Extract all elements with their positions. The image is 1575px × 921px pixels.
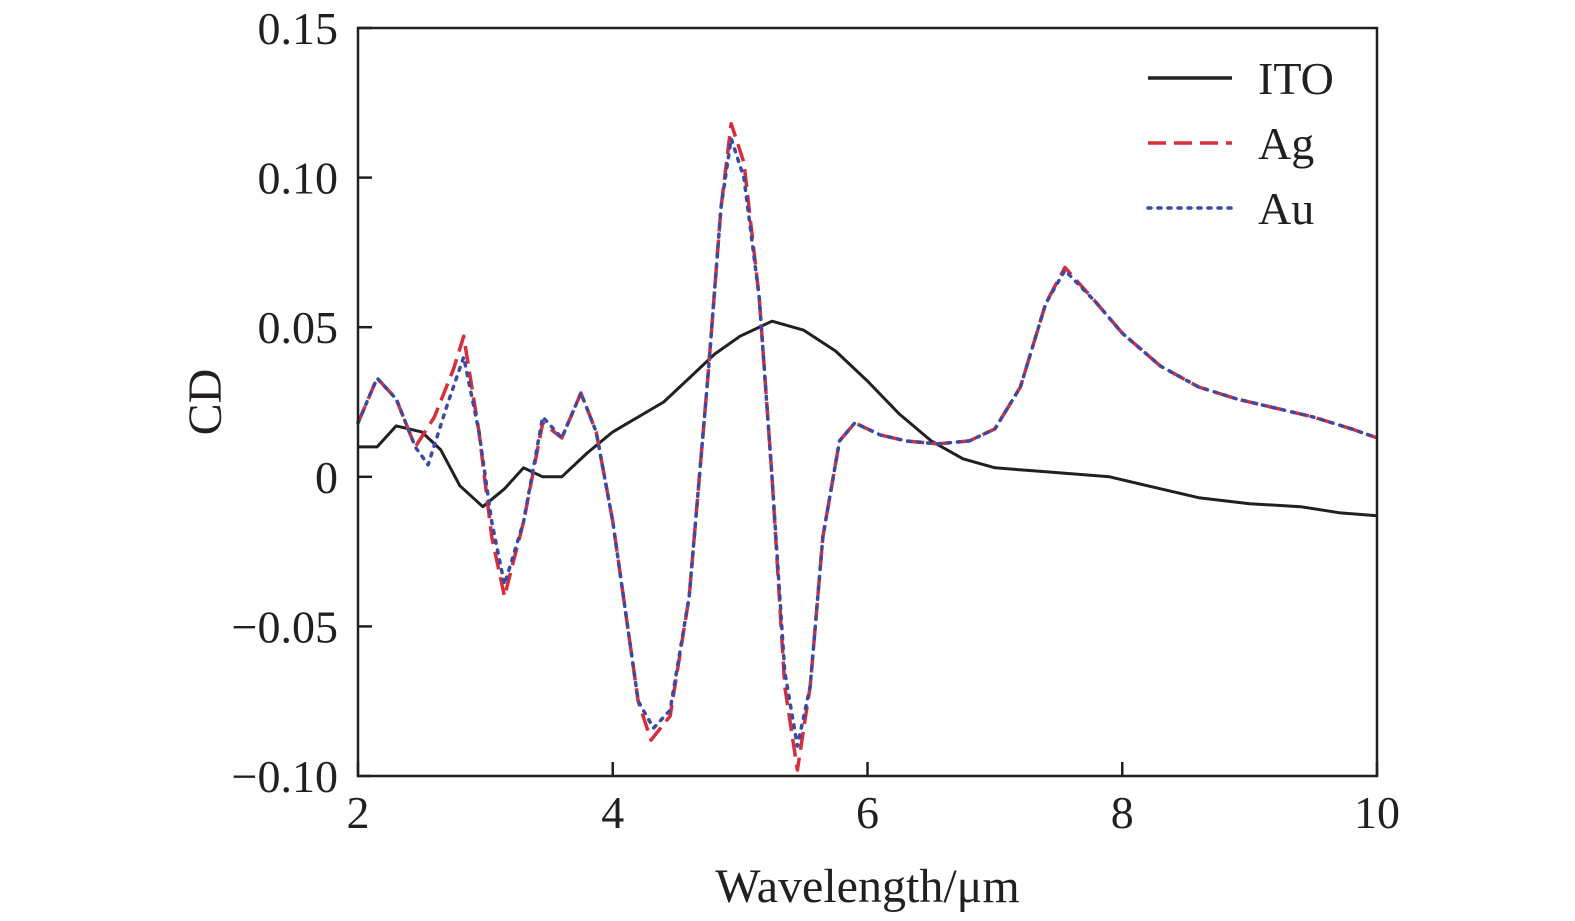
legend-label-ag: Ag — [1258, 118, 1314, 169]
y-tick-label: 0.15 — [258, 3, 339, 54]
legend: ITO Ag Au — [1146, 53, 1334, 234]
y-tick-label: 0.05 — [258, 302, 339, 353]
y-tick-label: 0 — [315, 452, 338, 503]
legend-label-ito: ITO — [1258, 53, 1334, 104]
y-axis-title: CD — [179, 369, 232, 436]
series-layer — [356, 121, 1379, 772]
x-tick-label: 6 — [856, 787, 879, 838]
x-tick-label: 2 — [347, 787, 370, 838]
y-tick-label: 0.10 — [258, 153, 339, 204]
series-line-ito — [358, 319, 1378, 518]
x-axis-title: Wavelength/μm — [715, 860, 1019, 913]
tick-layer: −0.10 −0.05 0 0.05 0.10 0.15 2 4 6 8 10 — [232, 3, 1400, 838]
legend-label-au: Au — [1258, 183, 1314, 234]
series-line-au — [356, 136, 1379, 748]
x-tick-label: 8 — [1111, 787, 1134, 838]
series-line-ag — [356, 121, 1378, 772]
y-tick-label: −0.05 — [232, 601, 338, 652]
y-tick-label: −0.10 — [232, 751, 338, 802]
plot-frame — [356, 26, 1379, 778]
x-tick-label: 10 — [1354, 787, 1400, 838]
x-tick-label: 4 — [601, 787, 624, 838]
